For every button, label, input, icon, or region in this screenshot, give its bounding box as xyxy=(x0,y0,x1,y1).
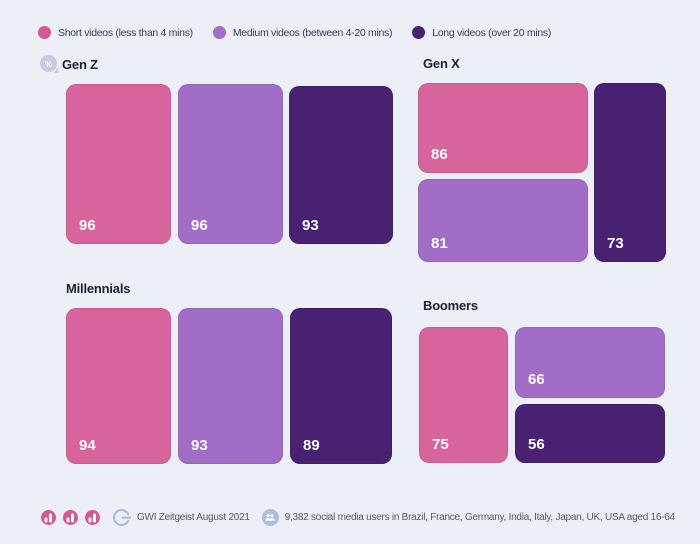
bar-value-label: 89 xyxy=(303,437,320,454)
bar-value-label: 94 xyxy=(79,437,96,454)
bar-millennials-short-videos: 94 xyxy=(66,308,171,464)
bar-value-label: 96 xyxy=(191,217,208,234)
group-title-gen-z: Gen Z xyxy=(62,57,98,72)
gwi-logo-icon xyxy=(113,509,130,526)
bar-value-label: 86 xyxy=(431,146,448,163)
bar-value-label: 96 xyxy=(79,217,96,234)
long-videos-dot-icon xyxy=(412,26,426,39)
bar-chart-icon xyxy=(85,510,100,525)
bar-boomers-short-videos: 75 xyxy=(419,327,508,463)
legend-item-long-videos: Long videos (over 20 mins) xyxy=(412,26,551,39)
bar-value-label: 73 xyxy=(607,235,624,252)
legend-item-short-videos: Short videos (less than 4 mins) xyxy=(38,26,193,39)
bar-gen-x-short-videos: 86 xyxy=(418,83,588,173)
bar-millennials-long-videos: 89 xyxy=(290,308,392,464)
group-title-gen-x: Gen X xyxy=(423,56,460,71)
bar-gen-z-long-videos: 93 xyxy=(289,86,393,244)
legend-label: Short videos (less than 4 mins) xyxy=(58,26,193,39)
percent-symbol: % xyxy=(44,58,53,69)
group-title-millennials: Millennials xyxy=(66,281,131,296)
people-icon xyxy=(261,509,279,526)
bar-gen-x-medium-videos: 81 xyxy=(418,179,588,262)
bar-boomers-medium-videos: 66 xyxy=(515,327,665,398)
bar-gen-z-medium-videos: 96 xyxy=(178,84,283,244)
bar-value-label: 81 xyxy=(431,235,448,252)
legend-label: Medium videos (between 4-20 mins) xyxy=(232,26,393,39)
bar-gen-x-long-videos: 73 xyxy=(594,83,666,262)
medium-videos-dot-icon xyxy=(212,26,226,39)
bar-boomers-long-videos: 56 xyxy=(515,404,665,463)
bar-millennials-medium-videos: 93 xyxy=(178,308,283,464)
footer: GWI Zeitgeist August 2021 9,382 social m… xyxy=(41,509,675,526)
legend-item-medium-videos: Medium videos (between 4-20 mins) xyxy=(212,26,393,39)
source-label: GWI Zeitgeist August 2021 xyxy=(137,512,250,523)
sample-label: 9,382 social media users in Brazil, Fran… xyxy=(284,512,675,523)
legend-label: Long videos (over 20 mins) xyxy=(432,26,552,39)
bar-value-label: 93 xyxy=(191,437,208,454)
percent-badge-icon: % xyxy=(40,55,57,72)
group-title-boomers: Boomers xyxy=(423,298,478,313)
bar-value-label: 93 xyxy=(302,217,319,234)
bar-value-label: 56 xyxy=(528,436,545,453)
bar-chart-icon xyxy=(63,510,78,525)
bar-value-label: 66 xyxy=(528,371,545,388)
short-videos-dot-icon xyxy=(38,26,51,39)
bar-chart-icon xyxy=(41,510,56,525)
bar-gen-z-short-videos: 96 xyxy=(66,84,171,244)
chart-legend: Short videos (less than 4 mins) Medium v… xyxy=(38,26,551,39)
bar-value-label: 75 xyxy=(432,436,449,453)
